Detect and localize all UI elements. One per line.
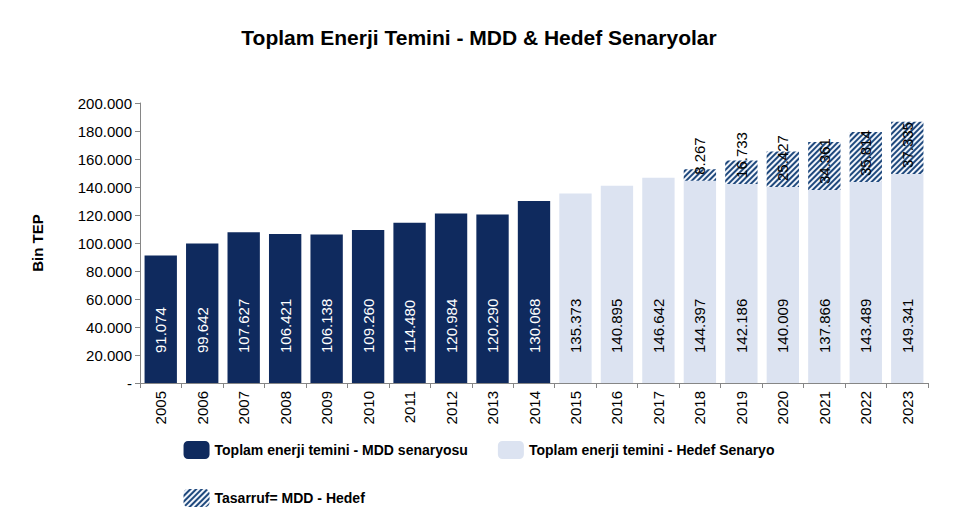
svg-text:8.267: 8.267: [691, 137, 708, 175]
svg-text:130.068: 130.068: [526, 299, 543, 353]
svg-text:20.000: 20.000: [86, 347, 132, 364]
svg-text:2006: 2006: [194, 391, 211, 424]
svg-text:2021: 2021: [816, 391, 833, 424]
svg-text:144.397: 144.397: [691, 299, 708, 353]
svg-text:2009: 2009: [318, 391, 335, 424]
svg-text:146.642: 146.642: [650, 299, 667, 353]
svg-text:91.074: 91.074: [152, 307, 169, 353]
svg-text:2022: 2022: [857, 391, 874, 424]
svg-text:60.000: 60.000: [86, 291, 132, 308]
svg-text:2011: 2011: [401, 391, 418, 423]
svg-text:2015: 2015: [567, 391, 584, 424]
svg-text:107.627: 107.627: [235, 299, 252, 353]
svg-text:114.480: 114.480: [401, 300, 418, 353]
svg-text:120.984: 120.984: [443, 299, 460, 353]
svg-text:25.427: 25.427: [774, 135, 791, 181]
svg-text:140.009: 140.009: [774, 299, 791, 353]
svg-text:137.866: 137.866: [816, 299, 833, 353]
svg-text:35.814: 35.814: [857, 130, 874, 176]
svg-text:Bin TEP: Bin TEP: [29, 214, 46, 272]
svg-text:2019: 2019: [733, 391, 750, 424]
svg-text:142.186: 142.186: [733, 299, 750, 353]
svg-text:2005: 2005: [152, 391, 169, 424]
svg-text:180.000: 180.000: [78, 123, 132, 140]
svg-text:80.000: 80.000: [86, 263, 132, 280]
svg-text:2014: 2014: [526, 391, 543, 424]
svg-text:140.895: 140.895: [608, 299, 625, 353]
svg-text:-: -: [127, 375, 132, 392]
svg-text:Toplam Enerji Temini - MDD & H: Toplam Enerji Temini - MDD & Hedef Senar…: [241, 26, 716, 49]
svg-text:2010: 2010: [360, 391, 377, 424]
svg-text:120.290: 120.290: [484, 299, 501, 353]
svg-text:37.335: 37.335: [899, 122, 916, 168]
svg-text:160.000: 160.000: [78, 151, 132, 168]
svg-text:Toplam enerji temini - Hedef S: Toplam enerji temini - Hedef Senaryo: [529, 442, 775, 458]
svg-text:2012: 2012: [443, 391, 460, 424]
svg-text:149.341: 149.341: [899, 299, 916, 353]
svg-text:99.642: 99.642: [194, 307, 211, 353]
svg-text:2007: 2007: [235, 391, 252, 424]
svg-text:106.138: 106.138: [318, 299, 335, 353]
svg-text:40.000: 40.000: [86, 319, 132, 336]
svg-text:Toplam enerji temini - MDD sen: Toplam enerji temini - MDD senaryosu: [215, 442, 468, 458]
svg-text:200.000: 200.000: [78, 95, 132, 112]
svg-text:100.000: 100.000: [78, 235, 132, 252]
svg-text:2020: 2020: [774, 391, 791, 424]
svg-text:Tasarruf= MDD - Hedef: Tasarruf= MDD - Hedef: [215, 490, 366, 506]
svg-text:2008: 2008: [277, 391, 294, 424]
svg-text:2013: 2013: [484, 391, 501, 424]
svg-text:109.260: 109.260: [360, 299, 377, 353]
svg-text:2023: 2023: [899, 391, 916, 424]
svg-text:2018: 2018: [691, 391, 708, 424]
svg-text:120.000: 120.000: [78, 207, 132, 224]
svg-text:34.361: 34.361: [816, 138, 833, 184]
svg-text:16.733: 16.733: [733, 132, 750, 178]
svg-text:135.373: 135.373: [567, 299, 584, 353]
svg-text:2016: 2016: [608, 391, 625, 424]
svg-text:106.421: 106.421: [277, 299, 294, 353]
svg-text:143.489: 143.489: [857, 299, 874, 353]
svg-text:2017: 2017: [650, 391, 667, 424]
svg-text:140.000: 140.000: [78, 179, 132, 196]
